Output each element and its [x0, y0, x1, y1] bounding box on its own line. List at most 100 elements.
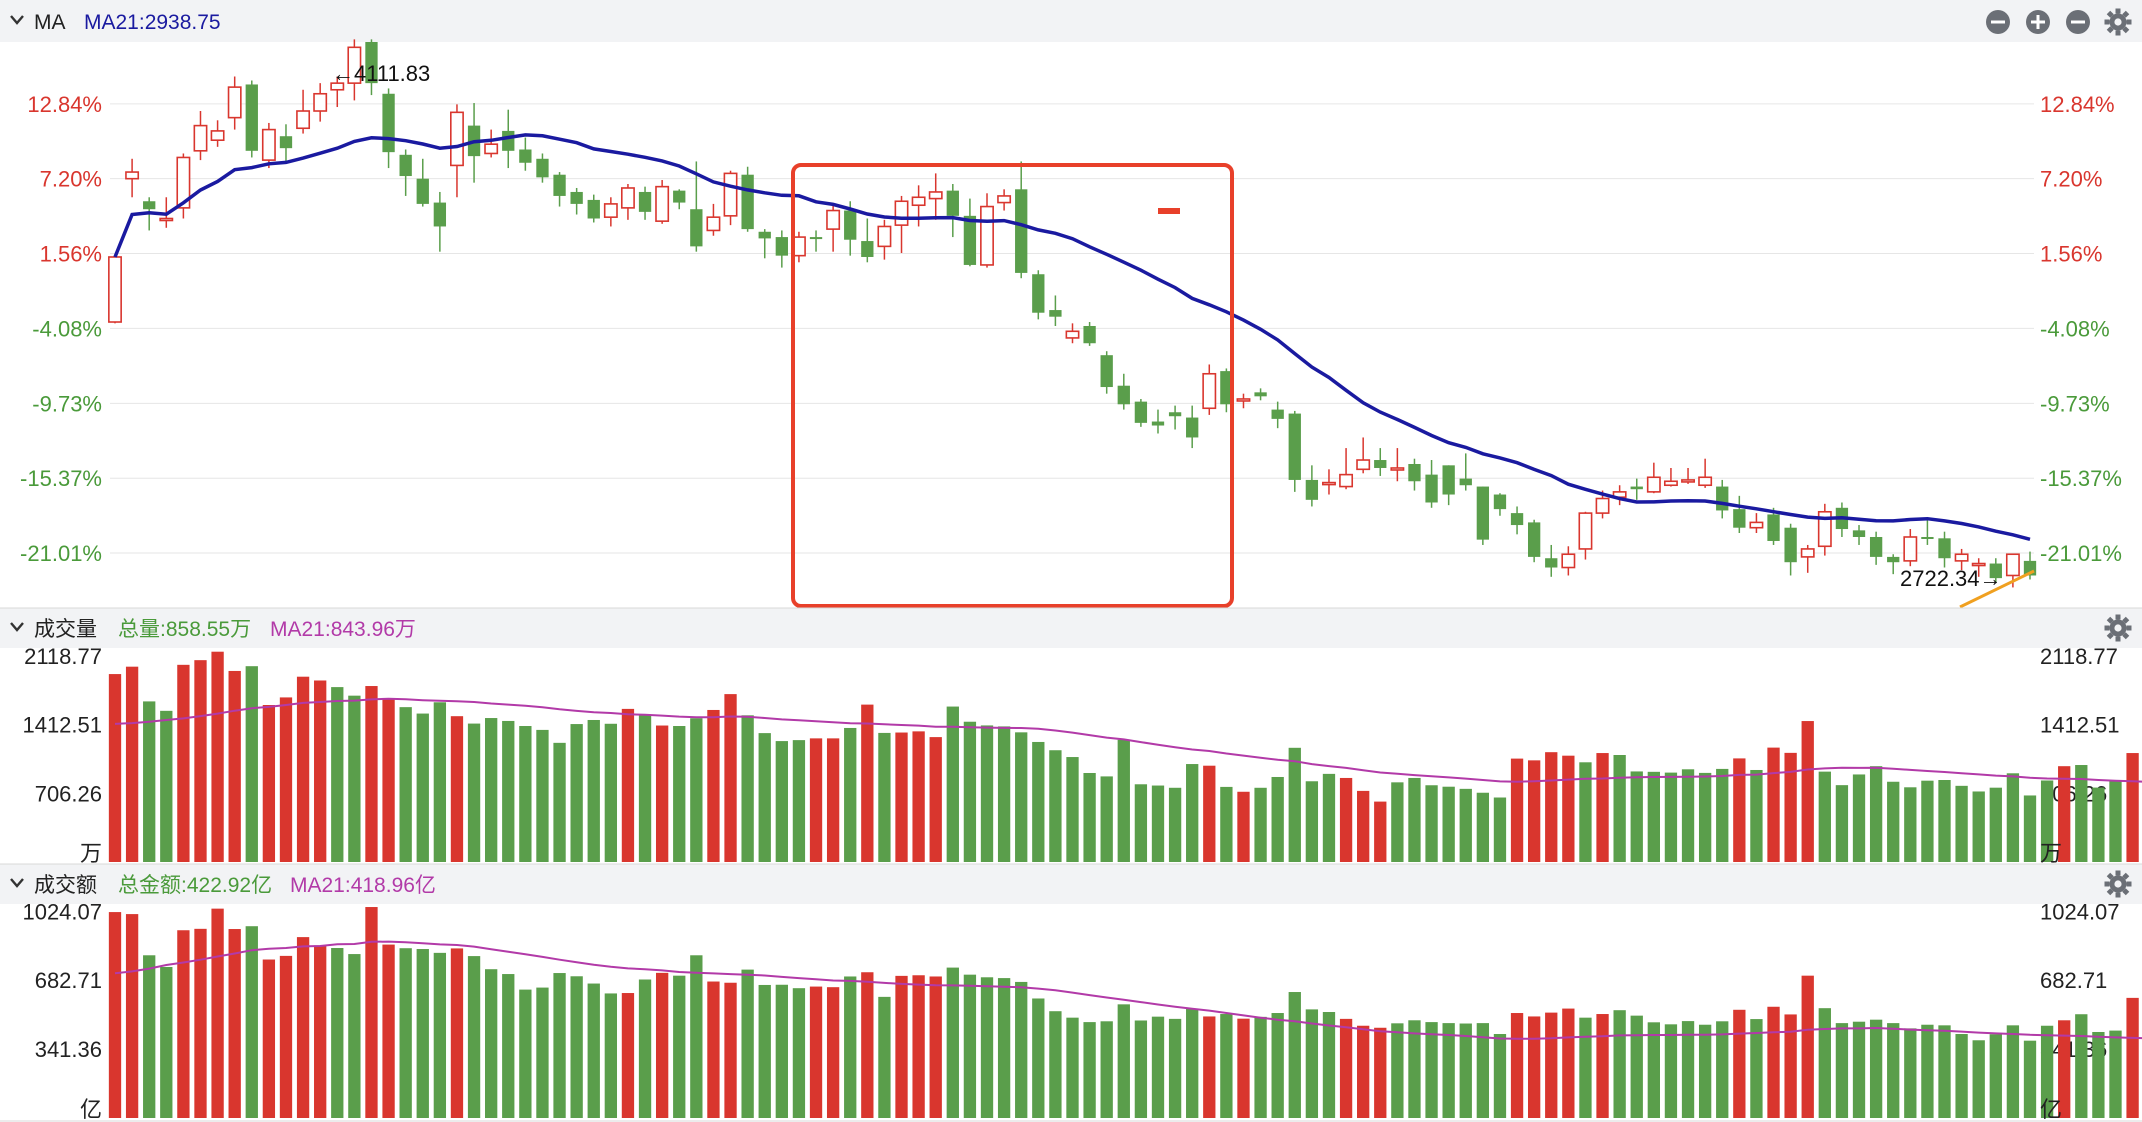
candle-body — [553, 174, 566, 196]
volume-bar — [1066, 757, 1079, 862]
volume-bar — [1818, 771, 1831, 862]
volume-bar — [1391, 782, 1404, 862]
candle-body — [313, 92, 328, 112]
price-panel-label[interactable]: MA — [34, 11, 66, 34]
amount-tick-label: 1024.07 — [22, 899, 102, 924]
minus-circle-icon[interactable] — [2066, 10, 2090, 34]
volume-bar — [519, 726, 532, 862]
candle-body — [723, 172, 738, 217]
amount-bar — [1716, 1021, 1729, 1118]
gear-icon[interactable] — [2104, 614, 2132, 642]
price-tick-label: 1.56% — [2040, 242, 2102, 267]
candle-body — [536, 158, 549, 178]
price-tick-label: -15.37% — [2040, 466, 2122, 491]
collapse-chevron-icon[interactable] — [10, 15, 24, 25]
volume-bar — [433, 702, 447, 862]
collapse-chevron-icon[interactable] — [10, 622, 24, 632]
volume-bar — [1271, 776, 1284, 862]
amount-bar — [228, 929, 241, 1118]
amount-bars — [108, 907, 2139, 1118]
amount-bar — [1904, 1028, 1917, 1118]
amount-bar — [296, 937, 310, 1118]
amount-bar — [638, 979, 652, 1118]
candle-body — [1749, 521, 1764, 529]
candle-body — [1425, 474, 1438, 503]
candle-body — [1578, 512, 1593, 550]
trend-line[interactable] — [1959, 569, 2035, 609]
volume-bar — [655, 725, 669, 862]
volume-unit-left: 万 — [80, 841, 102, 866]
candle-body — [826, 209, 841, 230]
volume-bar — [1510, 758, 1524, 862]
amount-bar — [1681, 1021, 1695, 1118]
volume-bar — [570, 724, 583, 862]
amount-bar — [1305, 1009, 1319, 1118]
highlight-box[interactable] — [791, 163, 1234, 608]
gear-icon[interactable] — [2104, 8, 2132, 36]
volume-bar — [467, 723, 481, 862]
volume-bar — [2058, 766, 2071, 862]
amount-bar — [2109, 1030, 2122, 1118]
amount-bar — [1784, 1014, 1797, 1118]
candle-body — [484, 143, 499, 155]
volume-panel-title[interactable]: 成交量 — [34, 618, 97, 641]
amount-bar — [1818, 1008, 1831, 1118]
amount-bar — [1049, 1011, 1062, 1118]
candle-body — [1186, 417, 1199, 438]
volume-bar — [587, 719, 600, 862]
candle-body — [245, 84, 258, 151]
amount-bar — [1750, 1019, 1763, 1118]
volume-bar — [1374, 801, 1387, 862]
amount-bar — [194, 928, 207, 1118]
price-tick-label: 12.84% — [27, 92, 102, 117]
volume-bar — [1852, 774, 1866, 862]
price-tick-label: -9.73% — [2040, 391, 2110, 416]
amount-bar — [399, 948, 412, 1118]
amount-bar — [2126, 997, 2139, 1118]
candle-body — [638, 191, 652, 212]
volume-bar — [502, 720, 515, 862]
volume-bar — [878, 732, 891, 862]
candle-body — [1716, 486, 1729, 511]
minus-circle-icon[interactable] — [1986, 10, 2010, 34]
candle-body — [502, 130, 515, 151]
volume-bar — [382, 699, 395, 862]
candle-body — [159, 217, 174, 222]
gear-icon[interactable] — [2104, 870, 2132, 898]
amount-bar — [1032, 998, 1045, 1118]
candle-body — [1903, 536, 1918, 562]
volume-bar — [980, 725, 994, 862]
volume-bar — [792, 740, 806, 862]
volume-bar — [1801, 721, 1814, 862]
volume-bar — [262, 705, 276, 862]
candle-body — [775, 237, 788, 256]
collapse-chevron-icon[interactable] — [10, 878, 24, 888]
volume-bar — [194, 660, 207, 862]
candle-body — [1015, 189, 1028, 273]
candle-body — [1938, 538, 1951, 559]
amount-bar — [1527, 1016, 1541, 1118]
candle-body — [1220, 371, 1233, 405]
amount-bar — [2006, 1025, 2020, 1118]
amount-panel-title[interactable]: 成交额 — [34, 874, 97, 897]
amount-bar — [570, 976, 583, 1118]
amount-bar — [1664, 1024, 1678, 1118]
volume-bar — [160, 710, 173, 862]
volume-unit-right: 万 — [2040, 841, 2062, 866]
amount-bar — [1100, 1021, 1113, 1118]
ma21-line — [113, 133, 2031, 541]
candle-body — [261, 128, 276, 161]
price-tick-label: -21.01% — [2040, 541, 2122, 566]
plus-circle-icon[interactable] — [2026, 10, 2050, 34]
volume-bar — [416, 713, 429, 862]
amount-bar — [690, 955, 703, 1118]
amount-bar — [844, 976, 857, 1118]
amount-bar — [1339, 1018, 1353, 1118]
amount-bar — [177, 930, 190, 1118]
volume-bar — [1579, 762, 1592, 862]
amount-bar — [348, 954, 361, 1118]
candle-body — [1339, 473, 1354, 488]
volume-bar — [929, 737, 942, 862]
volume-bar — [1032, 741, 1045, 862]
